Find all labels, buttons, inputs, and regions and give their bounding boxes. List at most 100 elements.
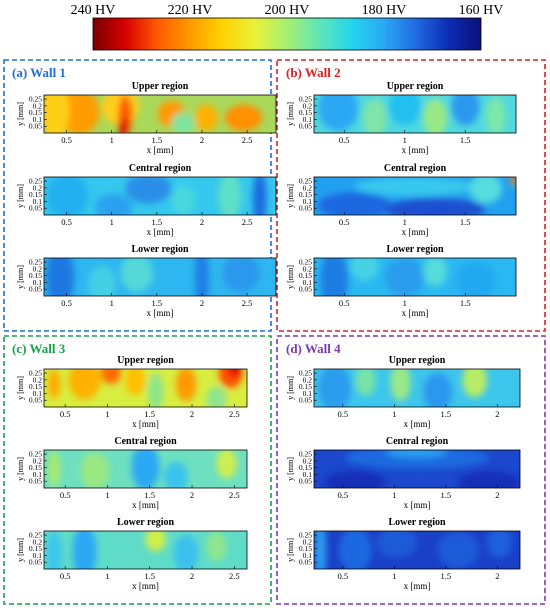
x-axis-label: x [mm] <box>132 419 159 429</box>
y-tick-label: 0.2 <box>303 264 313 273</box>
x-tick-label: 0.5 <box>60 490 71 500</box>
x-tick-label: 1 <box>403 135 407 145</box>
colorbar-tick-label: 240 HV <box>71 3 116 18</box>
contour-plot: Lower region 0.250.20.150.10.05 y [mm] 0.5 1… <box>16 517 248 591</box>
x-tick-label: 1 <box>105 571 109 581</box>
y-tick-label: 0.1 <box>303 278 313 287</box>
y-tick-label: 0.1 <box>33 470 43 479</box>
y-tick-label: 0.1 <box>303 551 313 560</box>
contour-blob <box>386 450 448 458</box>
x-tick-label: 2 <box>200 135 204 145</box>
y-tick-label: 0.05 <box>29 477 42 486</box>
y-tick-label: 0.2 <box>303 101 313 110</box>
plot-frame <box>43 368 248 408</box>
hardness-field <box>314 258 516 296</box>
contour-plot: Central region 0.250.20.150.10.05 y [mm] 0.… <box>16 163 277 237</box>
contour-blob <box>175 369 197 402</box>
x-tick-label: 0.5 <box>61 217 72 227</box>
x-tick-label: 2 <box>495 409 499 419</box>
y-tick-label: 0.15 <box>29 463 42 472</box>
contour-blob <box>485 96 506 133</box>
x-tick-label: 0.5 <box>338 571 349 581</box>
colorbar: 240 HV 220 HV 200 HV 180 HV 160 HV <box>71 3 503 51</box>
x-tick-label: 2 <box>200 298 204 308</box>
contour-plot: Lower region 0.250.20.150.10.05 y [mm] 0.5 1… <box>286 244 517 318</box>
contour-blob <box>318 369 352 407</box>
y-tick-label: 0.1 <box>33 551 43 560</box>
region-label: Upper region <box>132 81 189 92</box>
plot-frame <box>43 176 277 216</box>
x-tick-label: 1.5 <box>441 409 452 419</box>
x-tick-label: 2 <box>190 571 194 581</box>
x-tick-label: 1.5 <box>144 571 155 581</box>
hardness-field <box>314 450 520 488</box>
x-tick-label: 2.5 <box>242 217 253 227</box>
panel-frame-wall-3 <box>3 335 272 605</box>
contour-blob <box>206 531 227 562</box>
plot-frame <box>43 449 248 489</box>
contour-blob <box>469 177 502 204</box>
hardness-field <box>314 177 516 215</box>
x-tick-label: 2.5 <box>229 571 240 581</box>
x-tick-label: 2.5 <box>242 298 253 308</box>
y-tick-label: 0.05 <box>299 204 312 213</box>
y-tick-label: 0.15 <box>299 544 312 553</box>
colorbar-tick-label: 220 HV <box>168 3 213 18</box>
colorbar-gradient <box>92 17 482 51</box>
y-tick-label: 0.05 <box>29 204 42 213</box>
contour-blob <box>437 531 479 569</box>
region-label: Central region <box>384 163 447 174</box>
contour-blob <box>458 470 520 488</box>
hardness-field <box>44 95 276 133</box>
contour-blob <box>224 104 263 132</box>
contour-plot: Upper region 0.250.20.150.10.05 y [mm] 0.5 1… <box>286 81 517 155</box>
x-tick-label: 1 <box>403 217 407 227</box>
y-axis-label: y [mm] <box>286 184 295 208</box>
x-tick-label: 1.5 <box>441 571 452 581</box>
y-tick-label: 0.25 <box>299 95 312 104</box>
x-tick-label: 1.5 <box>144 409 155 419</box>
x-tick-label: 1.5 <box>441 490 452 500</box>
x-tick-label: 1.5 <box>152 298 163 308</box>
colorbar-tick-label: 180 HV <box>362 3 407 18</box>
y-tick-label: 0.2 <box>303 456 313 465</box>
y-tick-label: 0.2 <box>33 183 43 192</box>
y-tick-label: 0.2 <box>303 537 313 546</box>
y-tick-label: 0.15 <box>29 190 42 199</box>
contour-plot: Central region 0.250.20.150.10.05 y [mm] 0.… <box>286 436 521 510</box>
y-tick-label: 0.1 <box>33 115 43 124</box>
panel-title-wall-4: (d) Wall 4 <box>286 341 341 356</box>
y-tick-label: 0.1 <box>303 197 313 206</box>
y-tick-label: 0.25 <box>29 450 42 459</box>
y-axis-label: y [mm] <box>16 102 25 126</box>
colorbar-tick-label: 200 HV <box>265 3 310 18</box>
y-tick-label: 0.1 <box>33 278 43 287</box>
hardness-field <box>44 369 247 407</box>
region-label: Central region <box>386 436 449 447</box>
contour-blob <box>120 258 154 293</box>
plot-frame <box>313 94 517 134</box>
x-tick-label: 2.5 <box>242 135 253 145</box>
region-label: Lower region <box>117 517 175 528</box>
contour-blob <box>88 265 116 296</box>
hardness-field <box>44 450 247 488</box>
contour-blob <box>462 369 488 398</box>
panel-title-wall-2: (b) Wall 2 <box>286 65 341 80</box>
y-axis-label: y [mm] <box>16 376 25 400</box>
y-tick-label: 0.15 <box>29 271 42 280</box>
x-axis-label: x [mm] <box>404 500 431 510</box>
contour-blob <box>324 470 387 488</box>
contour-blob <box>350 258 379 281</box>
x-tick-label: 1.5 <box>460 217 471 227</box>
plot-frame <box>313 449 521 489</box>
y-axis-label: y [mm] <box>286 457 295 481</box>
y-tick-label: 0.05 <box>29 122 42 131</box>
contour-blob <box>318 95 359 132</box>
contour-blob <box>145 531 166 552</box>
y-tick-label: 0.05 <box>29 396 42 405</box>
hardness-field <box>314 95 516 133</box>
x-axis-label: x [mm] <box>404 419 431 429</box>
region-label: Lower region <box>386 244 444 255</box>
x-tick-label: 0.5 <box>339 298 350 308</box>
contour-blob <box>318 192 391 215</box>
